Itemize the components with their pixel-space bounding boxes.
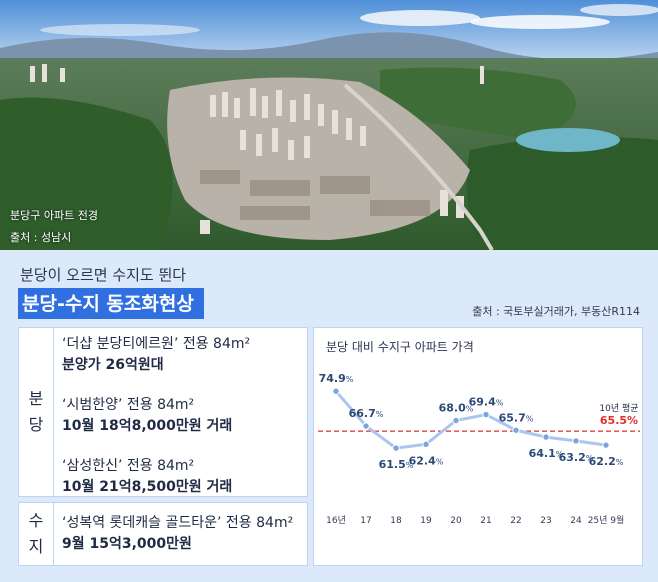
bundang-entries-cell: ‘더샵 분당티에르원’ 전용 84m² 분양가 26억원대 ‘시범한양’ 전용 … bbox=[53, 327, 308, 497]
bundang-label-char: 당 bbox=[28, 415, 44, 434]
x-tick-label: 16년 bbox=[326, 515, 346, 526]
data-label: 65.7% bbox=[499, 411, 534, 424]
x-tick-label: 21 bbox=[480, 516, 491, 526]
data-point bbox=[392, 444, 400, 452]
data-point bbox=[482, 410, 490, 419]
data-point bbox=[362, 422, 370, 430]
data-point bbox=[422, 440, 430, 449]
x-tick-label: 23 bbox=[540, 516, 551, 526]
data-label: 62.2% bbox=[589, 455, 624, 468]
data-label: 63.2% bbox=[559, 451, 594, 464]
data-point bbox=[452, 416, 460, 425]
average-value-label: 65.5% bbox=[600, 414, 638, 427]
entry-name: ‘성복역 롯데캐슬 골드타운’ 전용 84m² bbox=[62, 515, 294, 531]
entry-name: ‘시범한양’ 전용 84m² bbox=[62, 397, 195, 413]
price-ratio-chart: 분당 대비 수지구 아파트 가격 10년 평균 65.5% 74.9% 66.7% 61… bbox=[313, 327, 643, 566]
average-label: 10년 평균 bbox=[599, 403, 638, 414]
entry-name: ‘더샵 분당티에르원’ 전용 84m² bbox=[62, 336, 251, 352]
bundang-entry: ‘시범한양’ 전용 84m² 10월 18억8,000만원 거래 bbox=[62, 395, 232, 437]
data-label: 61.5% bbox=[379, 458, 414, 471]
data-point bbox=[332, 387, 340, 395]
entry-price: 10월 21억8,500만원 거래 bbox=[62, 479, 233, 495]
data-label: 64.1% bbox=[529, 447, 564, 460]
entry-name: ‘삼성한신’ 전용 84m² bbox=[62, 458, 195, 474]
data-point bbox=[542, 433, 550, 441]
data-point bbox=[572, 437, 580, 445]
x-tick-label: 18 bbox=[390, 516, 402, 526]
data-point bbox=[602, 441, 610, 449]
data-source: 출처 : 국토부실거래가, 부동산R114 bbox=[472, 305, 640, 318]
photo-caption: 분당구 아파트 전경 bbox=[10, 209, 98, 222]
data-label: 69.4% bbox=[469, 396, 504, 409]
headline: 분당-수지 동조화현상 bbox=[18, 288, 204, 319]
x-tick-label: 25년 9월 bbox=[588, 514, 625, 526]
bundang-entry: ‘더샵 분당티에르원’ 전용 84m² 분양가 26억원대 bbox=[62, 334, 250, 376]
x-tick-label: 22 bbox=[510, 516, 521, 526]
entry-price: 9월 15억3,000만원 bbox=[62, 536, 192, 552]
suji-label-cell: 수 지 bbox=[18, 502, 54, 566]
suji-entry-cell: ‘성복역 롯데캐슬 골드타운’ 전용 84m² 9월 15억3,000만원 bbox=[53, 502, 308, 566]
x-tick-label: 24 bbox=[570, 516, 582, 526]
entry-price: 10월 18억8,000만원 거래 bbox=[62, 418, 233, 434]
x-tick-label: 17 bbox=[360, 516, 371, 526]
chart-title: 분당 대비 수지구 아파트 가격 bbox=[326, 340, 474, 354]
entry-price: 분양가 26억원대 bbox=[62, 357, 164, 373]
data-point bbox=[512, 426, 520, 434]
data-label: 62.4% bbox=[409, 454, 444, 467]
x-tick-label: 20 bbox=[450, 516, 462, 526]
aerial-city-illustration bbox=[0, 0, 658, 250]
data-label: 74.9% bbox=[319, 372, 354, 385]
bundang-entry: ‘삼성한신’ 전용 84m² 10월 21억8,500만원 거래 bbox=[62, 456, 232, 498]
x-tick-label: 19 bbox=[420, 516, 432, 526]
suji-label-char: 지 bbox=[28, 537, 44, 556]
subtitle: 분당이 오르면 수지도 뛴다 bbox=[20, 266, 187, 284]
photo-source-caption: 출처 : 성남시 bbox=[10, 231, 72, 244]
series-line bbox=[334, 390, 607, 450]
bundang-label-char: 분 bbox=[28, 389, 44, 408]
suji-entry: ‘성복역 롯데캐슬 골드타운’ 전용 84m² 9월 15억3,000만원 bbox=[62, 513, 293, 555]
bundang-label-cell: 분 당 bbox=[18, 327, 54, 497]
aerial-photo: 분당구 아파트 전경 출처 : 성남시 bbox=[0, 0, 658, 250]
data-label: 66.7% bbox=[349, 407, 384, 420]
data-label: 68.0% bbox=[439, 402, 474, 415]
suji-label-char: 수 bbox=[28, 511, 44, 530]
